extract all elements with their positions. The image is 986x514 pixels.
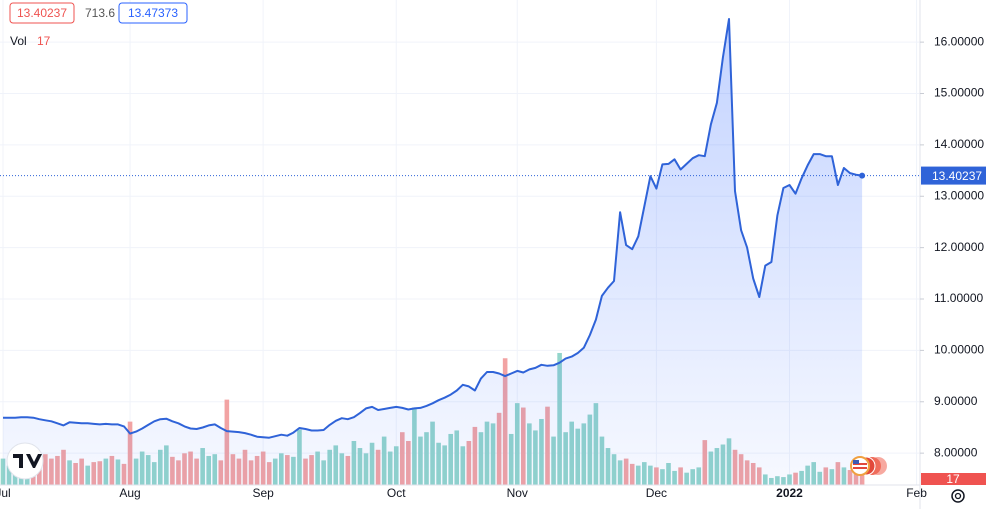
price-layer <box>0 18 920 485</box>
y-tick-label: 10.00000 <box>934 343 984 357</box>
y-tick-label: 9.00000 <box>934 394 978 408</box>
x-tick-label: Sep <box>252 486 274 500</box>
indicator-value: 13.47373 <box>128 6 178 20</box>
indicator-box <box>118 2 188 24</box>
last-price-box <box>9 2 75 24</box>
x-tick-label: Oct <box>387 486 406 500</box>
y-tick-label: 12.00000 <box>934 240 984 254</box>
x-tick-label: Feb <box>906 486 927 500</box>
logo[interactable] <box>6 442 44 480</box>
volume-tag <box>921 473 986 485</box>
y-tick-label: 13.00000 <box>934 188 984 202</box>
x-tick-label: 2022 <box>776 486 803 500</box>
volume-label: Vol <box>10 34 27 48</box>
x-tick-label: Dec <box>646 486 667 500</box>
last-price-tag-label: 13.40237 <box>932 169 982 183</box>
last-price-dot <box>859 172 866 179</box>
x-tick-label: Nov <box>507 486 528 500</box>
settings-button[interactable] <box>951 489 965 503</box>
y-tick-label: 16.00000 <box>934 34 984 48</box>
indicator-value: 713.6 <box>85 6 115 20</box>
events-icon[interactable] <box>850 456 887 476</box>
volume-tag-label: 17 <box>946 472 960 486</box>
y-tick-label: 11.00000 <box>934 291 983 305</box>
y-tick-label: 14.00000 <box>934 137 984 151</box>
price-line <box>3 18 863 439</box>
x-tick-label: Jul <box>0 486 11 500</box>
volume-value: 17 <box>37 34 51 48</box>
price-area <box>3 19 863 485</box>
x-tick-label: Aug <box>119 486 140 500</box>
last-price: 13.40237 <box>17 6 67 20</box>
y-tick-label: 8.00000 <box>934 445 978 459</box>
last-price-tag <box>921 166 986 185</box>
y-tick-label: 15.00000 <box>934 86 984 100</box>
axis-layer: 8.00000 9.00000 10.00000 11.00000 12.00000 13… <box>0 34 986 500</box>
